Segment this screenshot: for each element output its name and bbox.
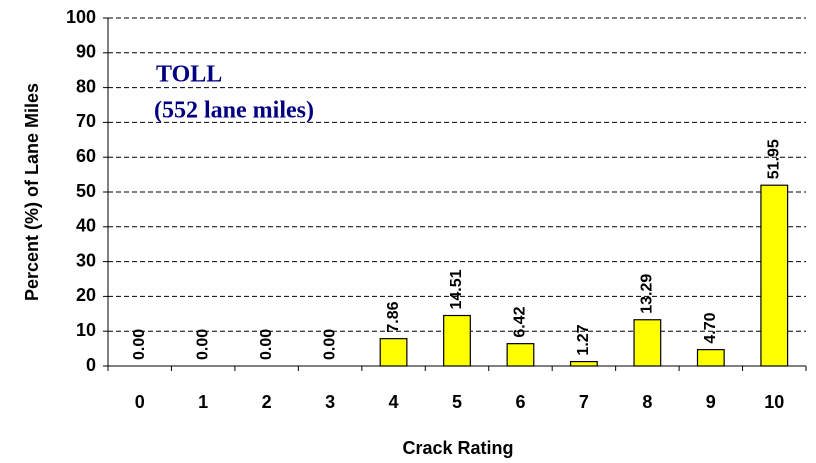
bar (696, 349, 725, 367)
y-tick-label: 30 (76, 250, 96, 270)
x-tick-label: 5 (452, 392, 462, 412)
value-label: 14.51 (448, 269, 465, 309)
y-tick-label: 20 (76, 285, 96, 305)
bar (633, 319, 662, 367)
annotation: TOLL (156, 62, 222, 88)
value-label: 0.00 (258, 329, 275, 360)
y-tick-label: 70 (76, 111, 96, 131)
y-tick-label: 10 (76, 320, 96, 340)
annotation: (552 lane miles) (154, 98, 314, 124)
value-label: 6.42 (512, 306, 529, 337)
y-axis-label: Percent (%) of Lane Miles (22, 83, 42, 301)
x-tick-label: 3 (325, 392, 335, 412)
bar (443, 314, 471, 367)
value-label: 7.86 (385, 301, 402, 332)
value-label: 1.27 (575, 324, 592, 355)
value-label: 4.70 (702, 312, 719, 343)
y-tick-label: 90 (76, 42, 96, 62)
x-tick-label: 10 (764, 392, 784, 412)
value-label: 0.00 (194, 329, 211, 360)
y-tick-label: 60 (76, 146, 96, 166)
x-tick-label: 0 (135, 392, 145, 412)
y-tick-label: 80 (76, 76, 96, 96)
x-axis-label: Crack Rating (402, 438, 513, 458)
value-label: 0.00 (321, 329, 338, 360)
bar (760, 184, 789, 367)
bar (379, 338, 408, 367)
value-label: 13.29 (639, 274, 656, 314)
x-tick-label: 8 (642, 392, 652, 412)
y-tick-label: 40 (76, 216, 96, 236)
y-tick-label: 100 (66, 7, 96, 27)
x-tick-label: 2 (262, 392, 272, 412)
x-tick-label: 6 (515, 392, 525, 412)
y-tick-label: 0 (86, 355, 96, 375)
value-label: 0.00 (131, 329, 148, 360)
x-tick-label: 9 (706, 392, 716, 412)
bar (506, 343, 535, 367)
x-tick-label: 1 (198, 392, 208, 412)
bar (569, 360, 598, 367)
y-tick-label: 50 (76, 181, 96, 201)
x-tick-label: 7 (579, 392, 589, 412)
value-label: 51.95 (765, 139, 782, 179)
x-tick-label: 4 (389, 392, 399, 412)
